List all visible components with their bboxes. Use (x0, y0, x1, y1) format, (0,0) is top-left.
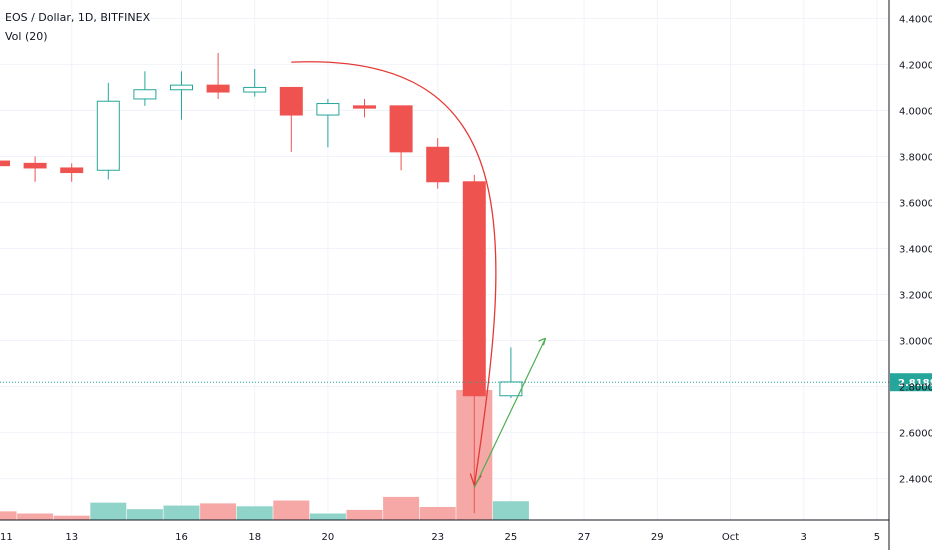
candle-body (426, 146, 450, 183)
y-tick-label: 3.8000 (899, 152, 932, 163)
x-tick-label: Oct (722, 532, 739, 543)
volume-bar (163, 505, 200, 520)
straight-arrow-head (538, 337, 547, 346)
x-tick-label: 3 (801, 532, 807, 543)
x-tick-label: 13 (65, 532, 78, 543)
volume-bar (492, 501, 529, 520)
candle-body (353, 105, 376, 109)
volume-bar (346, 509, 383, 520)
candle-body (316, 103, 340, 116)
volume-bar (309, 513, 346, 520)
legend: EOS / Dollar, 1D, BITFINEX Vol (20) (5, 8, 150, 46)
current-price-line: 2.8188 (0, 373, 932, 392)
candle-body (462, 181, 486, 397)
candle-body (23, 162, 47, 169)
y-tick-label: 3.0000 (899, 337, 932, 348)
x-tick-label: 29 (651, 532, 664, 543)
grid (0, 0, 889, 520)
x-tick-label: 20 (322, 532, 335, 543)
x-tick-label: 5 (874, 532, 880, 543)
straight-arrow-line (473, 337, 547, 489)
volume-bar (126, 509, 163, 520)
candle-body (243, 86, 267, 93)
candle-body (206, 84, 230, 93)
x-tick-label: 23 (431, 532, 444, 543)
price-label-box (890, 373, 932, 392)
candle-body (96, 100, 120, 171)
y-tick-label: 4.4000 (899, 14, 932, 25)
volume-bar (200, 503, 237, 520)
price-label: 2.8188 (898, 378, 932, 389)
volume-bar (17, 513, 54, 520)
y-tick-label: 3.2000 (899, 291, 932, 302)
y-tick-label: 3.6000 (899, 198, 932, 209)
volume-bar (0, 511, 17, 520)
drawings (291, 61, 547, 489)
symbol-legend[interactable]: EOS / Dollar, 1D, BITFINEX (5, 11, 151, 24)
candle-body (279, 86, 303, 116)
x-tick-label: 27 (578, 532, 591, 543)
y-tick-label: 2.8000 (899, 383, 932, 394)
x-tick-label: 18 (248, 532, 261, 543)
candles (0, 52, 523, 514)
candle-body (170, 84, 193, 91)
curved-arrow-line (291, 61, 497, 486)
candle-body (0, 160, 10, 167)
volume-bar (273, 500, 310, 520)
x-tick-label: 25 (505, 532, 518, 543)
volume-bar (53, 515, 90, 520)
volume-bar (236, 506, 273, 520)
y-tick-label: 2.4000 (899, 475, 932, 486)
x-tick-label: 11 (0, 532, 13, 543)
volume-bar (383, 496, 420, 520)
x-tick-label: 16 (175, 532, 188, 543)
y-tick-label: 4.2000 (899, 60, 932, 71)
volume-legend[interactable]: Vol (20) (5, 30, 48, 43)
volume-bar (90, 502, 127, 520)
candle-body (60, 167, 84, 174)
y-tick-label: 4.0000 (899, 106, 932, 117)
candle-body (133, 89, 157, 100)
volume-bar (419, 507, 456, 520)
y-tick-label: 3.4000 (899, 244, 932, 255)
y-tick-label: 2.6000 (899, 429, 932, 440)
volume-bars (0, 390, 529, 520)
candle-body (389, 105, 413, 153)
